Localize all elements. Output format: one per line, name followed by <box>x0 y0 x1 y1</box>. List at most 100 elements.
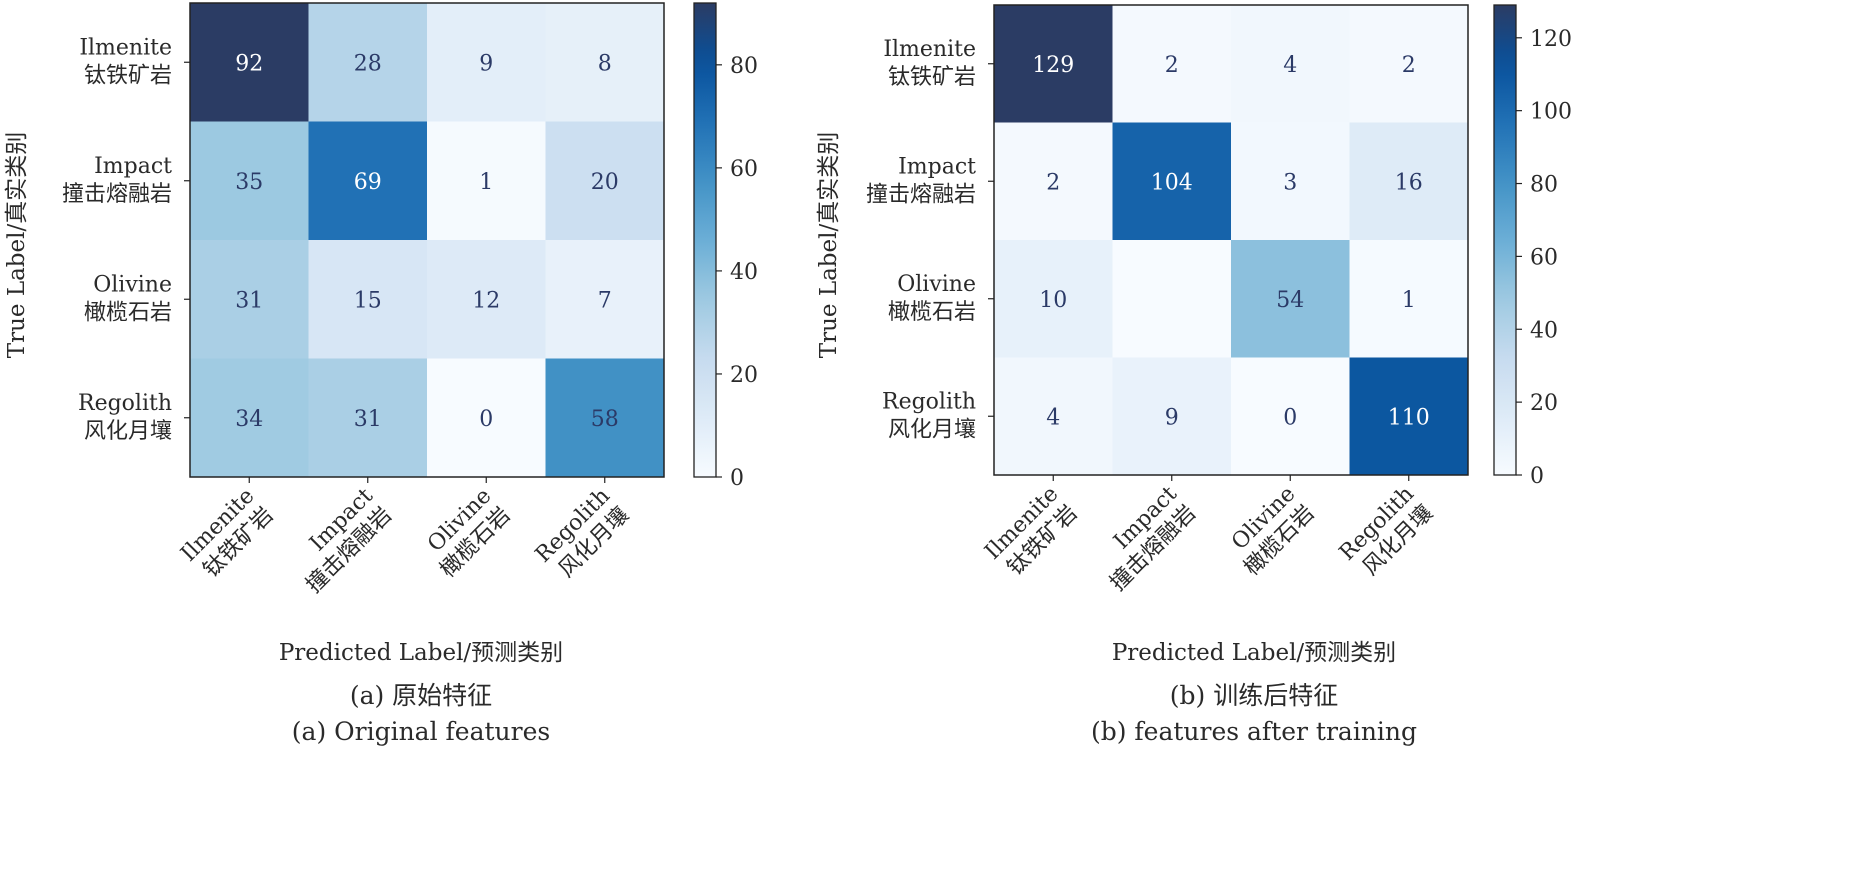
heatmap-cell <box>994 357 1113 476</box>
heatmap-cell <box>308 3 428 122</box>
heatmap-cell <box>994 122 1113 241</box>
y-tick-label: 风化月壤 <box>888 417 976 442</box>
colorbar-tick-label: 60 <box>730 157 758 182</box>
cell-value-label: 9 <box>479 51 493 76</box>
cell-value-label: 28 <box>354 51 382 76</box>
cell-value-label: 31 <box>235 288 263 313</box>
cell-value-label: 4 <box>1046 405 1060 430</box>
y-tick-label: 橄榄石岩 <box>888 300 976 325</box>
heatmap-cell <box>427 358 546 478</box>
heatmap-cell <box>308 240 428 359</box>
cell-value-label: 4 <box>1283 53 1297 78</box>
colorbar-tick-label: 80 <box>730 54 758 79</box>
colorbar <box>693 2 717 478</box>
cell-value-label: 16 <box>1395 170 1423 195</box>
cell-value-label: 12 <box>472 288 500 313</box>
cell-value-label: 2 <box>1046 170 1060 195</box>
colorbar <box>1493 4 1517 476</box>
y-tick-label: Olivine <box>897 272 976 297</box>
colorbar-tick-label: 0 <box>1530 464 1544 489</box>
y-tick-label: Impact <box>94 154 172 179</box>
cell-value-label: 7 <box>598 288 612 313</box>
y-tick-label: Impact <box>898 154 976 179</box>
heatmap-cell <box>1112 240 1232 358</box>
caption-en: (a) Original features <box>292 717 550 746</box>
colorbar-tick-label: 40 <box>1530 318 1558 343</box>
heatmap-cell <box>1231 5 1350 123</box>
colorbar-tick-label: 100 <box>1530 100 1572 125</box>
heatmap-cell <box>1231 122 1350 241</box>
heatmap-cell <box>190 3 309 122</box>
y-tick-label: Olivine <box>93 272 172 297</box>
cell-value-label: 2 <box>1402 53 1416 78</box>
cell-value-label: 92 <box>235 51 263 76</box>
heatmap-cell <box>1112 5 1232 123</box>
heatmap-frame <box>993 4 1469 476</box>
cell-value-label: 35 <box>235 170 263 195</box>
y-tick-label: Regolith <box>882 389 976 414</box>
y-tick-label: Ilmenite <box>883 37 976 62</box>
heatmap-cell <box>190 121 309 241</box>
cell-value-label: 3 <box>1283 170 1297 195</box>
heatmap-cell <box>427 3 546 122</box>
x-axis-label: Predicted Label/预测类别 <box>1112 640 1396 666</box>
heatmap-cell <box>308 121 428 241</box>
heatmap-cell <box>545 358 665 478</box>
cell-value-label: 58 <box>591 407 619 432</box>
y-tick-label: Regolith <box>78 391 172 416</box>
heatmap-cell <box>545 3 665 122</box>
colorbar-tick-label: 20 <box>1530 391 1558 416</box>
cell-value-label: 34 <box>235 407 263 432</box>
heatmap-cell <box>427 240 546 359</box>
heatmap-cell <box>994 240 1113 358</box>
heatmap-frame <box>189 2 665 478</box>
heatmap-cell <box>1349 5 1469 123</box>
heatmap-cell <box>545 240 665 359</box>
cell-value-label: 110 <box>1388 405 1430 430</box>
cell-value-label: 54 <box>1276 288 1304 313</box>
heatmap-cell <box>308 358 428 478</box>
cell-value-label: 2 <box>1165 53 1179 78</box>
cell-value-label: 104 <box>1151 170 1193 195</box>
cell-value-label: 0 <box>479 407 493 432</box>
heatmap-cell <box>1112 357 1232 476</box>
heatmap-cell <box>1231 357 1350 476</box>
caption-en: (b) features after training <box>1091 717 1417 746</box>
heatmap-cell <box>190 358 309 478</box>
y-tick-label: 风化月壤 <box>84 419 172 444</box>
colorbar-tick-label: 80 <box>1530 173 1558 198</box>
heatmap-cell <box>1349 122 1469 241</box>
heatmap-cell <box>994 5 1113 123</box>
cell-value-label: 31 <box>354 407 382 432</box>
y-axis-label: True Label/真实类别 <box>816 132 842 359</box>
colorbar-tick-label: 40 <box>730 260 758 285</box>
heatmap-cell <box>1231 240 1350 358</box>
cell-value-label: 1 <box>1402 288 1416 313</box>
colorbar-tick-label: 0 <box>730 466 744 491</box>
caption-cn: (b) 训练后特征 <box>1170 681 1338 710</box>
cell-value-label: 8 <box>598 51 612 76</box>
colorbar-tick-label: 60 <box>1530 245 1558 270</box>
heatmap-cell <box>427 121 546 241</box>
x-axis-label: Predicted Label/预测类别 <box>279 640 563 666</box>
y-tick-label: 橄榄石岩 <box>84 300 172 325</box>
y-axis-label: True Label/真实类别 <box>4 132 30 359</box>
colorbar-tick-label: 120 <box>1530 27 1572 52</box>
y-tick-label: Ilmenite <box>79 35 172 60</box>
y-tick-label: 撞击熔融岩 <box>62 182 172 207</box>
cell-value-label: 20 <box>591 170 619 195</box>
cell-value-label: 15 <box>354 288 382 313</box>
cell-value-label: 9 <box>1165 405 1179 430</box>
heatmap-cell <box>1349 240 1469 358</box>
